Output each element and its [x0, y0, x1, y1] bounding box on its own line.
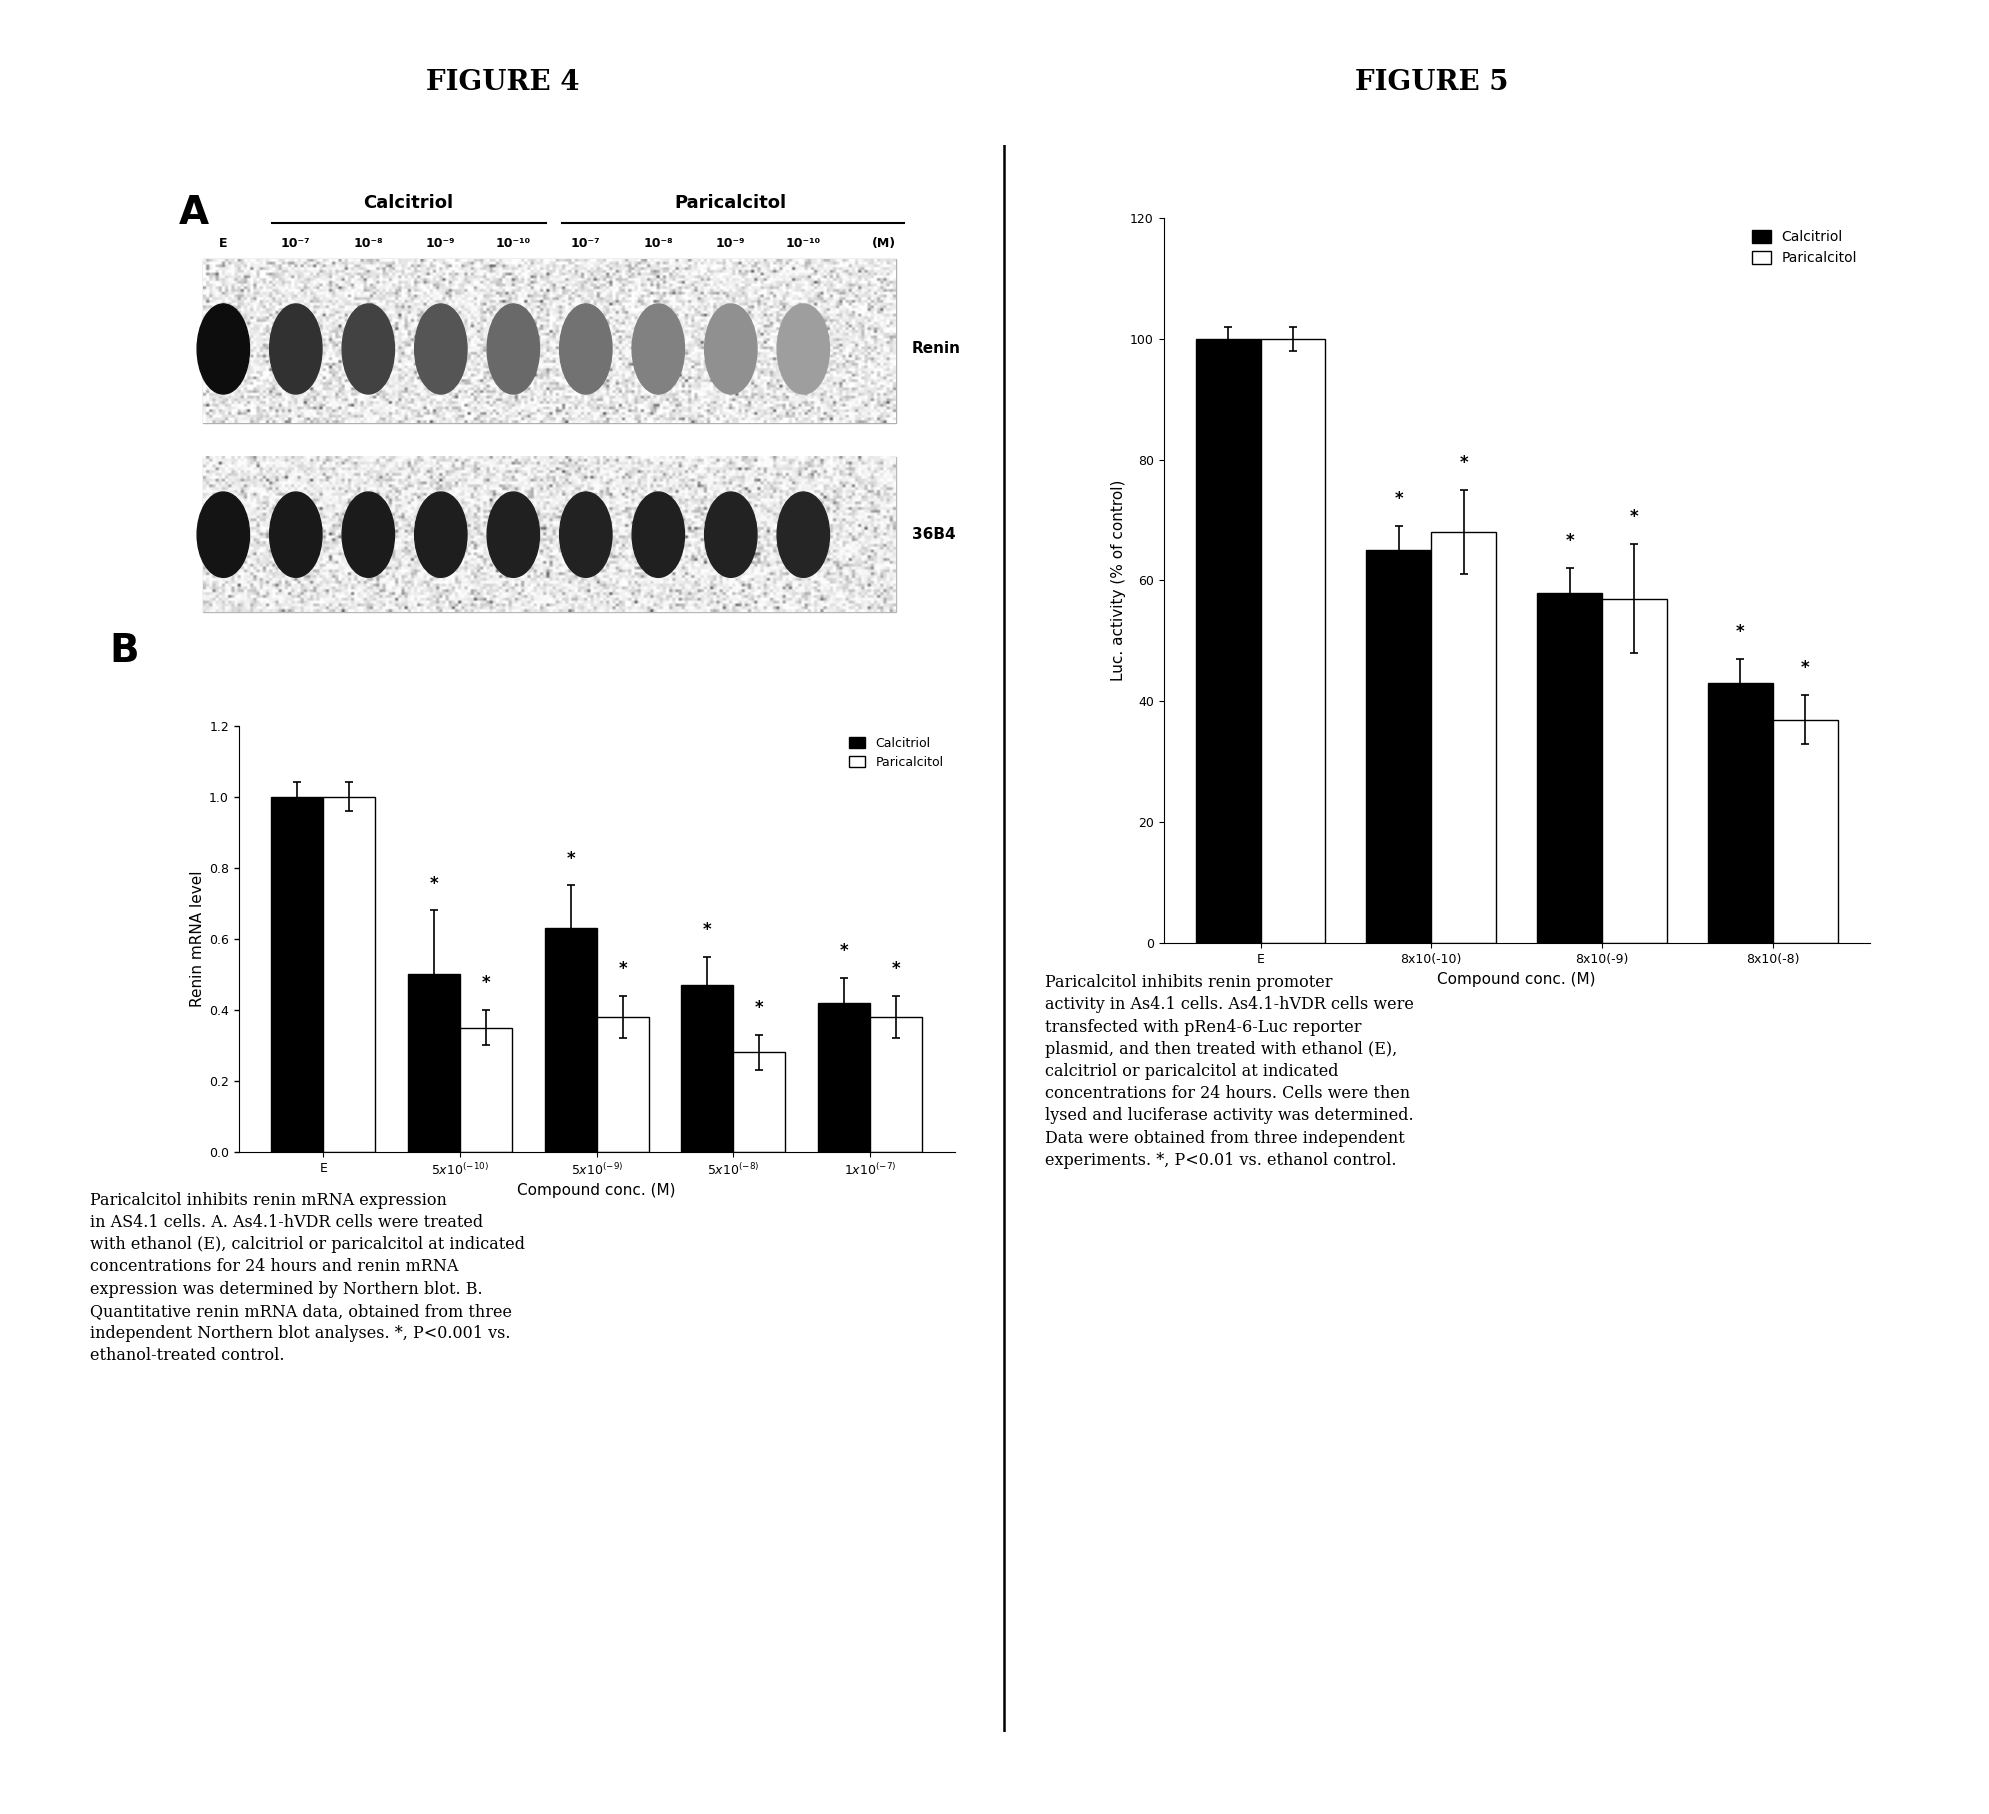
- Text: E: E: [219, 238, 227, 250]
- Bar: [1366, 550, 1432, 943]
- Ellipse shape: [559, 305, 613, 394]
- Y-axis label: Luc. activity (% of control): Luc. activity (% of control): [1110, 479, 1126, 682]
- Bar: [459, 1027, 511, 1152]
- Bar: [1195, 339, 1261, 943]
- Bar: [203, 457, 895, 613]
- Y-axis label: Renin mRNA level: Renin mRNA level: [189, 871, 205, 1007]
- Legend: Calcitriol, Paricalcitol: Calcitriol, Paricalcitol: [843, 731, 949, 775]
- Ellipse shape: [493, 345, 535, 386]
- Text: *: *: [1565, 532, 1573, 550]
- Text: 10⁻⁷: 10⁻⁷: [571, 238, 601, 250]
- Text: Paricalcitol inhibits renin mRNA expression
in AS4.1 cells. A. As4.1-hVDR cells : Paricalcitol inhibits renin mRNA express…: [90, 1192, 525, 1364]
- Ellipse shape: [559, 492, 613, 577]
- Ellipse shape: [704, 305, 758, 394]
- Bar: [1601, 599, 1667, 943]
- Text: Renin: Renin: [913, 341, 961, 357]
- Text: FIGURE 4: FIGURE 4: [426, 69, 581, 96]
- Text: *: *: [567, 849, 575, 867]
- Ellipse shape: [414, 305, 467, 394]
- Text: FIGURE 5: FIGURE 5: [1355, 69, 1510, 96]
- Bar: [1432, 532, 1496, 943]
- Ellipse shape: [414, 492, 467, 577]
- Bar: [871, 1018, 923, 1152]
- Bar: [597, 1018, 648, 1152]
- Ellipse shape: [487, 492, 539, 577]
- Ellipse shape: [420, 345, 461, 386]
- Text: (M): (M): [871, 238, 895, 250]
- Text: *: *: [1394, 490, 1402, 508]
- Ellipse shape: [342, 305, 394, 394]
- Bar: [271, 796, 322, 1152]
- Ellipse shape: [271, 305, 322, 394]
- Text: 10⁻⁸: 10⁻⁸: [354, 238, 384, 250]
- Text: 36B4: 36B4: [913, 528, 955, 542]
- Text: *: *: [1631, 508, 1639, 526]
- Bar: [1709, 684, 1772, 943]
- Ellipse shape: [704, 492, 758, 577]
- Ellipse shape: [633, 492, 684, 577]
- Ellipse shape: [203, 345, 245, 386]
- Text: *: *: [756, 1000, 764, 1018]
- Bar: [734, 1052, 786, 1152]
- Text: 10⁻⁸: 10⁻⁸: [644, 238, 672, 250]
- Ellipse shape: [348, 345, 390, 386]
- Ellipse shape: [565, 345, 607, 386]
- Bar: [203, 259, 895, 423]
- Bar: [682, 985, 734, 1152]
- Legend: Calcitriol, Paricalcitol: Calcitriol, Paricalcitol: [1746, 225, 1864, 270]
- Text: 10⁻¹⁰: 10⁻¹⁰: [495, 238, 531, 250]
- Text: 10⁻¹⁰: 10⁻¹⁰: [786, 238, 821, 250]
- Text: *: *: [891, 960, 901, 978]
- Ellipse shape: [778, 492, 829, 577]
- Ellipse shape: [342, 492, 394, 577]
- Text: B: B: [109, 631, 139, 669]
- Text: 10⁻⁷: 10⁻⁷: [280, 238, 310, 250]
- Text: 10⁻⁹: 10⁻⁹: [716, 238, 746, 250]
- Text: Calcitriol: Calcitriol: [364, 194, 453, 212]
- Text: *: *: [430, 874, 438, 892]
- Text: *: *: [619, 960, 627, 978]
- X-axis label: Compound conc. (M): Compound conc. (M): [517, 1183, 676, 1197]
- Text: *: *: [839, 941, 849, 960]
- X-axis label: Compound conc. (M): Compound conc. (M): [1438, 972, 1595, 987]
- Text: Paricalcitol: Paricalcitol: [674, 194, 788, 212]
- Ellipse shape: [197, 305, 249, 394]
- Ellipse shape: [636, 345, 680, 386]
- Text: *: *: [1800, 658, 1810, 677]
- Text: *: *: [1736, 622, 1744, 640]
- Text: *: *: [481, 974, 489, 992]
- Ellipse shape: [778, 305, 829, 394]
- Bar: [408, 974, 459, 1152]
- Bar: [1261, 339, 1325, 943]
- Text: 10⁻⁹: 10⁻⁹: [426, 238, 455, 250]
- Ellipse shape: [487, 305, 539, 394]
- Ellipse shape: [782, 345, 823, 386]
- Ellipse shape: [274, 345, 316, 386]
- Bar: [1772, 720, 1838, 943]
- Text: Paricalcitol inhibits renin promoter
activity in As4.1 cells. As4.1-hVDR cells w: Paricalcitol inhibits renin promoter act…: [1044, 974, 1414, 1168]
- Text: *: *: [704, 922, 712, 940]
- Bar: [1537, 593, 1601, 943]
- Ellipse shape: [197, 492, 249, 577]
- Bar: [545, 929, 597, 1152]
- Text: *: *: [1460, 454, 1468, 472]
- Ellipse shape: [633, 305, 684, 394]
- Ellipse shape: [710, 345, 752, 386]
- Ellipse shape: [271, 492, 322, 577]
- Bar: [322, 796, 376, 1152]
- Bar: [817, 1003, 871, 1152]
- Text: A: A: [179, 194, 209, 232]
